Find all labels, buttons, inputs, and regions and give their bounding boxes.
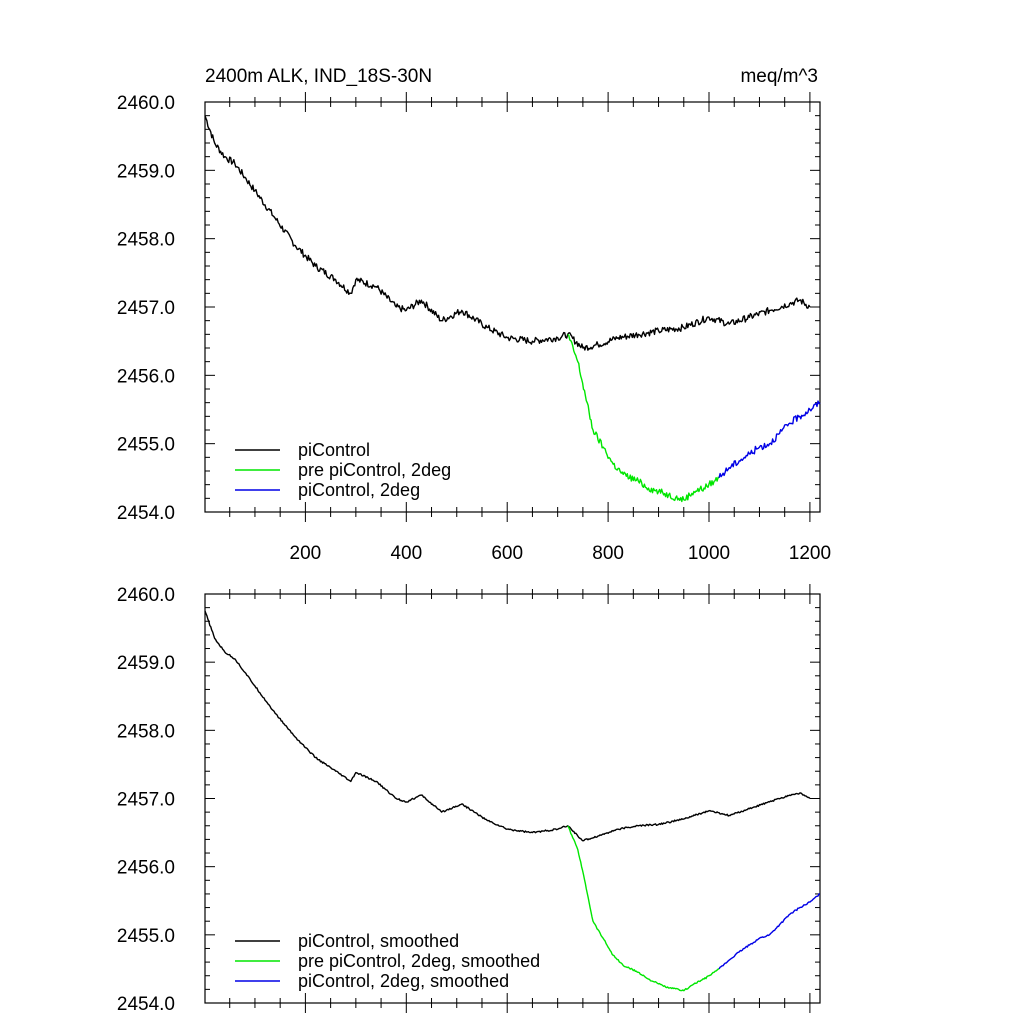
y-tick-label: 2454.0 (117, 503, 175, 524)
series-line-3 (718, 400, 821, 478)
chart-panel-2: 2454.0 2455.0 2456.0 2457.0 2458.0 2459.0 2460… (117, 584, 821, 1015)
y-tick-label: 2456.0 (117, 366, 175, 387)
x-tick-label: 800 (592, 543, 624, 564)
y-tick-label: 2458.0 (117, 721, 175, 742)
y-tick-label: 2457.0 (117, 298, 175, 319)
y-tick-label: 2459.0 (117, 161, 175, 182)
series-line-1 (204, 610, 811, 842)
x-tick-label: 1200 (789, 543, 831, 564)
legend-label: piControl, 2deg (298, 480, 420, 500)
y-tick-label: 2456.0 (117, 858, 175, 879)
x-tick-label: 200 (290, 543, 322, 564)
chart-title: 2400m ALK, IND_18S-30N (205, 66, 432, 87)
y-tick-label: 2455.0 (117, 435, 175, 456)
x-tick-label: 600 (491, 543, 523, 564)
x-tick-label: 400 (390, 543, 422, 564)
legend-label: piControl, 2deg, smoothed (298, 971, 509, 991)
x-tick-label: 1000 (688, 543, 730, 564)
y-tick-label: 2457.0 (117, 790, 175, 811)
series-line-2 (567, 333, 720, 503)
y-tick-label: 2454.0 (117, 994, 175, 1015)
y-tick-label: 2459.0 (117, 653, 175, 674)
chart-panel-1: 2454.0 2455.0 2456.0 2457.0 2458.0 2459.0 2460… (117, 66, 831, 564)
y-tick-label: 2458.0 (117, 230, 175, 251)
legend-label: piControl, smoothed (298, 931, 459, 951)
series-line-3 (718, 893, 821, 970)
y-tick-label: 2460.0 (117, 585, 175, 606)
legend-label: piControl (298, 440, 370, 460)
y-tick-label: 2455.0 (117, 926, 175, 947)
series-line-1 (204, 115, 811, 351)
legend-label: pre piControl, 2deg (298, 460, 451, 480)
y-tick-label: 2460.0 (117, 93, 175, 114)
legend-label: pre piControl, 2deg, smoothed (298, 951, 540, 971)
chart-units: meq/m^3 (740, 66, 818, 87)
series-line-2 (567, 825, 720, 992)
